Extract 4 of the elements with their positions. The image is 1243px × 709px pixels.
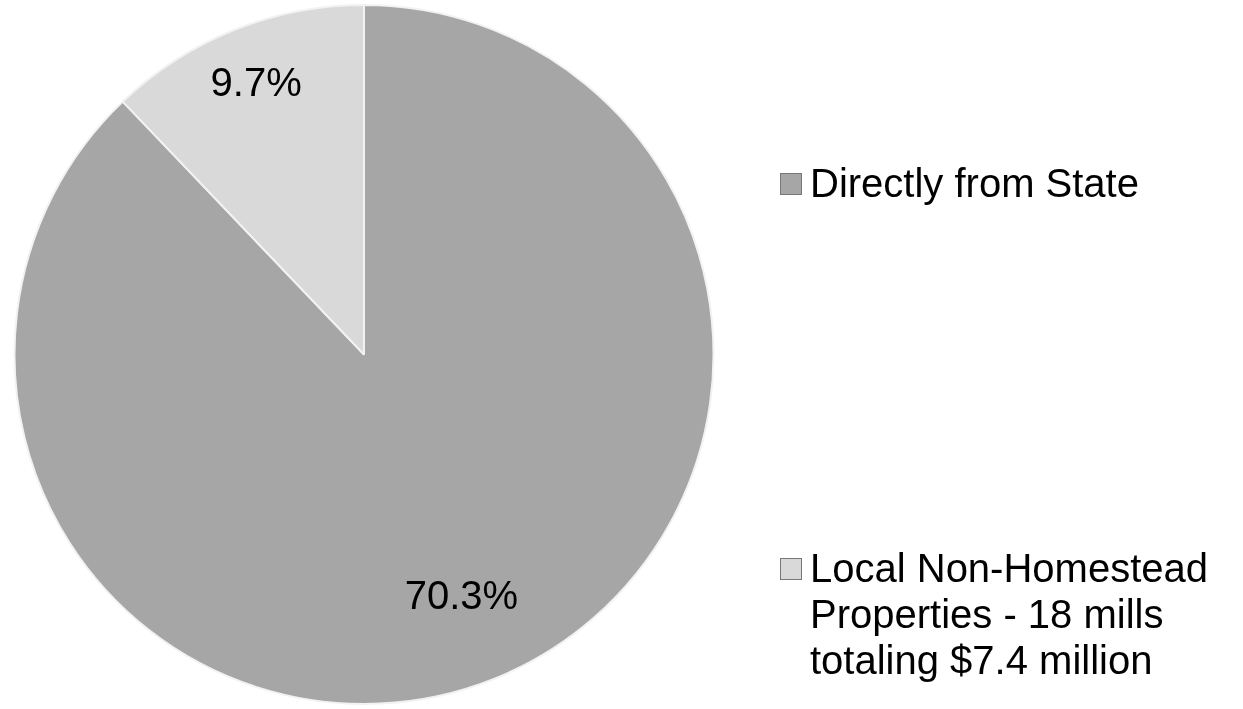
data-label: 9.7%	[210, 60, 302, 105]
legend-label: Local Non-Homestead Properties - 18 mills totaling $7.4 million	[810, 545, 1209, 683]
data-label: 70.3%	[404, 572, 519, 617]
legend-label: Directly from State	[810, 160, 1140, 206]
